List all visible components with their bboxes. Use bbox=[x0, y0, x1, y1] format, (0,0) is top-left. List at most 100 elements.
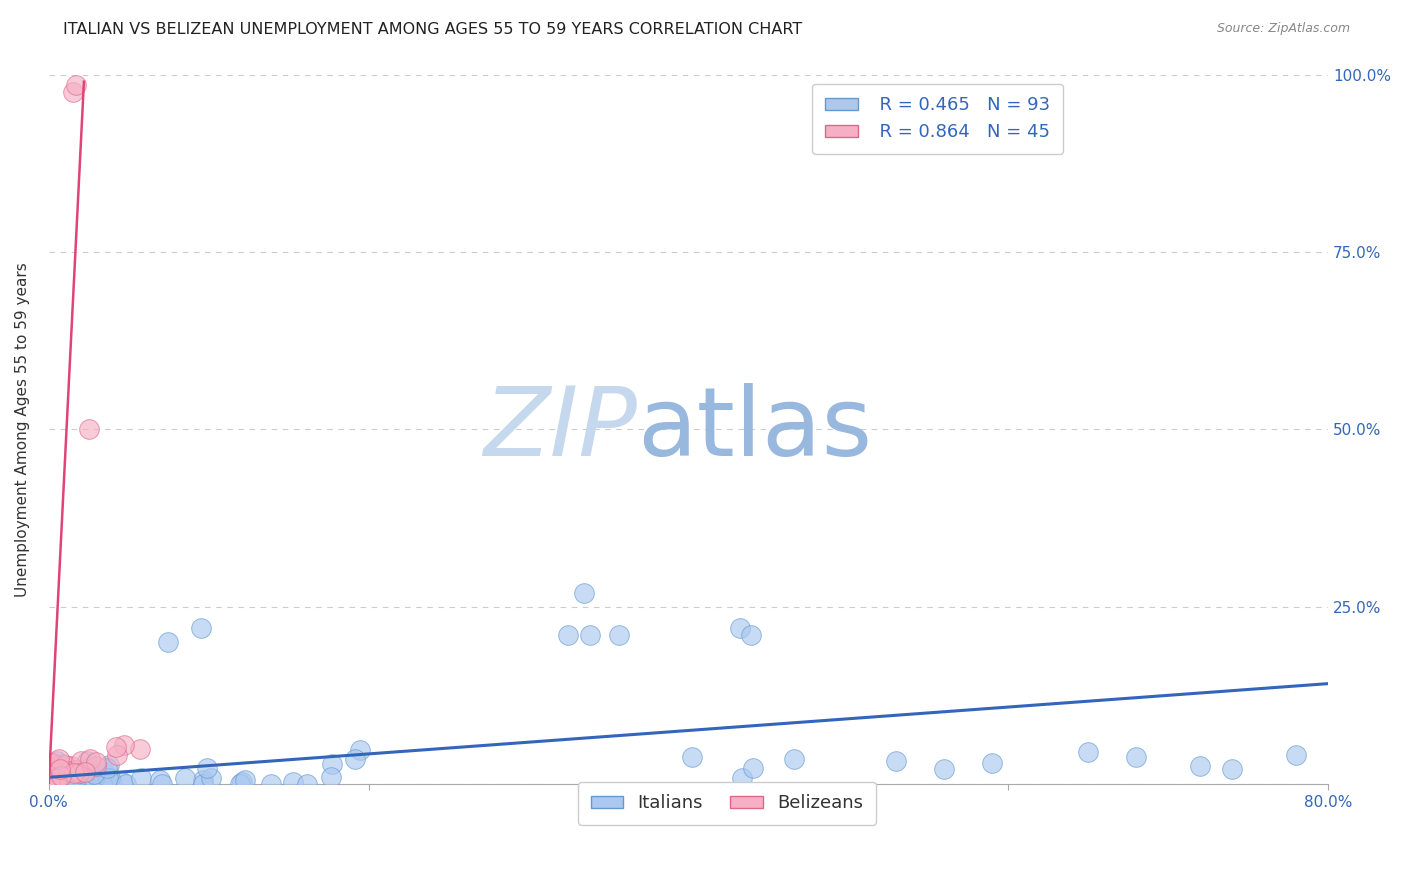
Point bbox=[38, 762, 60, 776]
Point bbox=[79, 768, 101, 782]
Point bbox=[72, 777, 94, 791]
Point bbox=[319, 770, 342, 784]
Point bbox=[55, 764, 77, 779]
Point bbox=[730, 621, 752, 635]
Point bbox=[39, 772, 62, 787]
Point bbox=[51, 761, 73, 775]
Point bbox=[86, 758, 108, 772]
Point bbox=[46, 777, 69, 791]
Point bbox=[295, 777, 318, 791]
Point bbox=[229, 777, 252, 791]
Point bbox=[572, 586, 595, 600]
Point bbox=[105, 748, 128, 763]
Point bbox=[281, 775, 304, 789]
Point bbox=[83, 772, 105, 786]
Point bbox=[45, 777, 67, 791]
Point bbox=[79, 764, 101, 778]
Point bbox=[42, 771, 65, 785]
Point bbox=[41, 765, 63, 780]
Text: ZIP: ZIP bbox=[484, 383, 637, 476]
Point bbox=[48, 776, 70, 790]
Point bbox=[65, 777, 87, 791]
Point bbox=[42, 756, 65, 770]
Point bbox=[56, 777, 79, 791]
Point bbox=[70, 765, 93, 780]
Point bbox=[45, 774, 67, 789]
Point bbox=[60, 758, 83, 772]
Point bbox=[191, 773, 214, 788]
Point bbox=[49, 762, 72, 776]
Point bbox=[58, 764, 80, 779]
Point bbox=[63, 766, 86, 780]
Point bbox=[321, 756, 343, 771]
Point bbox=[76, 768, 98, 782]
Text: atlas: atlas bbox=[637, 383, 872, 476]
Point bbox=[59, 773, 82, 788]
Point bbox=[42, 774, 65, 789]
Point bbox=[1285, 748, 1308, 763]
Point bbox=[131, 771, 153, 785]
Point bbox=[67, 765, 90, 780]
Point bbox=[97, 758, 120, 772]
Legend: Italians, Belizeans: Italians, Belizeans bbox=[578, 781, 876, 825]
Point bbox=[38, 777, 60, 791]
Point bbox=[1077, 745, 1099, 759]
Point bbox=[190, 621, 212, 635]
Y-axis label: Unemployment Among Ages 55 to 59 years: Unemployment Among Ages 55 to 59 years bbox=[15, 262, 30, 597]
Point bbox=[42, 771, 65, 785]
Point bbox=[150, 777, 173, 791]
Point bbox=[1220, 762, 1243, 776]
Point bbox=[45, 770, 67, 784]
Point bbox=[934, 762, 956, 776]
Point bbox=[79, 751, 101, 765]
Point bbox=[578, 628, 600, 642]
Point bbox=[62, 85, 84, 99]
Point bbox=[44, 764, 66, 779]
Point bbox=[38, 775, 60, 789]
Point bbox=[65, 763, 87, 777]
Point bbox=[38, 767, 60, 781]
Point bbox=[38, 758, 60, 772]
Point bbox=[41, 777, 63, 791]
Point bbox=[44, 763, 66, 777]
Point bbox=[129, 741, 152, 756]
Point bbox=[41, 760, 63, 774]
Point bbox=[49, 769, 72, 783]
Point bbox=[75, 765, 97, 780]
Point bbox=[48, 767, 70, 781]
Point bbox=[84, 755, 107, 769]
Point bbox=[77, 422, 100, 436]
Point bbox=[91, 777, 114, 791]
Point bbox=[48, 764, 70, 778]
Point bbox=[48, 769, 70, 783]
Point bbox=[112, 739, 135, 753]
Text: Source: ZipAtlas.com: Source: ZipAtlas.com bbox=[1216, 22, 1350, 36]
Point bbox=[681, 750, 703, 764]
Point bbox=[52, 757, 75, 772]
Point bbox=[39, 777, 62, 791]
Point bbox=[76, 754, 98, 768]
Point bbox=[46, 769, 69, 783]
Point bbox=[75, 763, 97, 777]
Point bbox=[63, 773, 86, 788]
Point bbox=[39, 776, 62, 790]
Point bbox=[1125, 749, 1147, 764]
Point bbox=[231, 775, 253, 789]
Point bbox=[105, 739, 128, 754]
Point bbox=[97, 772, 120, 786]
Point bbox=[344, 752, 367, 766]
Point bbox=[38, 775, 60, 789]
Point bbox=[46, 771, 69, 785]
Point bbox=[607, 628, 630, 642]
Point bbox=[96, 761, 118, 775]
Point bbox=[56, 768, 79, 782]
Point bbox=[53, 757, 76, 772]
Point bbox=[39, 777, 62, 791]
Point bbox=[44, 764, 66, 778]
Point bbox=[48, 752, 70, 766]
Point bbox=[60, 768, 83, 782]
Point bbox=[191, 777, 214, 791]
Point bbox=[66, 766, 89, 780]
Point bbox=[45, 771, 67, 785]
Text: ITALIAN VS BELIZEAN UNEMPLOYMENT AMONG AGES 55 TO 59 YEARS CORRELATION CHART: ITALIAN VS BELIZEAN UNEMPLOYMENT AMONG A… bbox=[63, 22, 803, 37]
